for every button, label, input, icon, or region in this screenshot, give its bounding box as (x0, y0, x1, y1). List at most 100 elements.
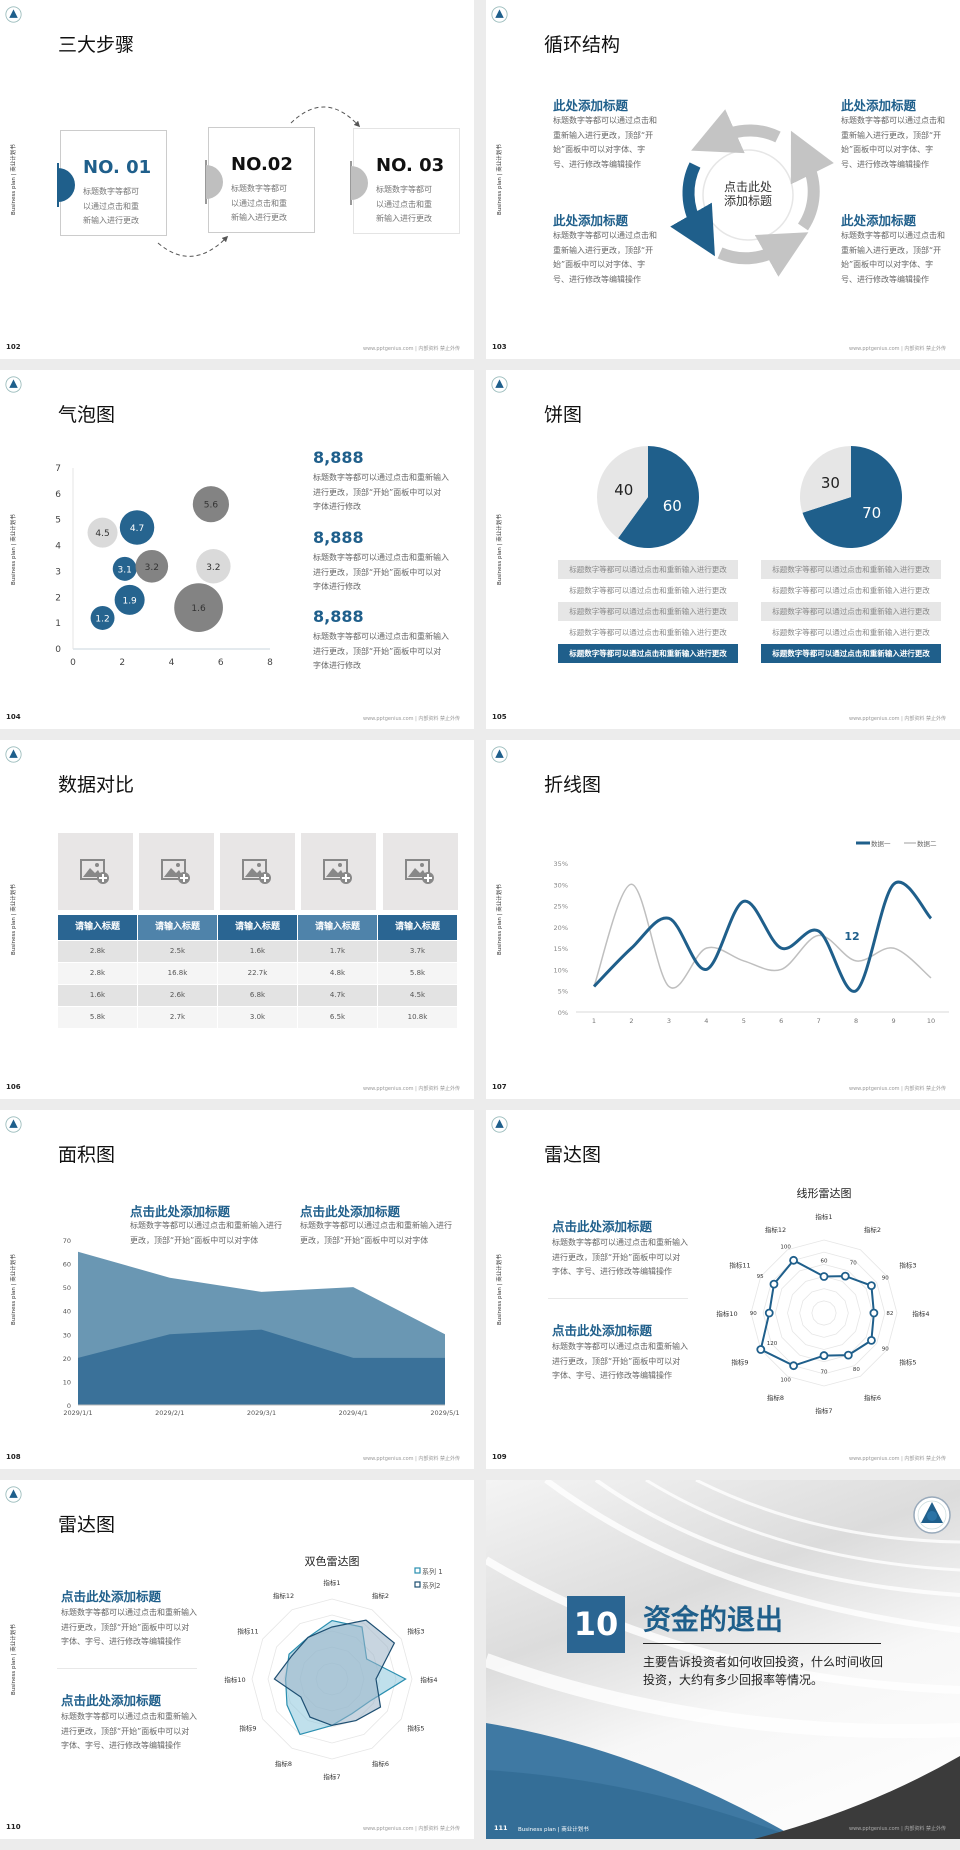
logo-icon (5, 376, 22, 393)
slide-102[interactable]: Business plan | 商业计划书 三大步骤 NO. 01 标题数字等都… (0, 0, 474, 359)
value-label: 70 (850, 1260, 857, 1266)
caption-row[interactable]: 标题数字等都可以通过点击和重新输入进行更改 (558, 560, 738, 579)
x-tick-label: 0 (70, 658, 76, 668)
y-tick-label: 30% (554, 881, 568, 889)
step-number: NO.02 (231, 154, 293, 175)
grid-ring (251, 1598, 413, 1760)
radar-point (769, 1279, 779, 1289)
cycle-arrow-left (670, 162, 715, 257)
bubble-label: 3.1 (118, 565, 132, 575)
block-text: 标题数字等都可以通过点击和重新输入 进行更改，顶部“开始”面板中可以对 字体、字… (552, 1238, 688, 1276)
divider (548, 1298, 688, 1299)
block-text: 标题数字等都可以通过点击和 重新输入进行更改，顶部“开 始”面板中可以对字体、字… (553, 231, 657, 284)
step-card-2[interactable]: NO.02 标题数字等都可 以通过点击和重 新输入进行更改 (208, 127, 315, 233)
grid-ring (787, 1276, 861, 1350)
stat-value: 8,888 (313, 528, 364, 547)
y-tick-label: 30 (63, 1331, 71, 1339)
step-card-3[interactable]: NO. 03 标题数字等都可 以通过点击和重 新输入进行更改 (353, 128, 460, 234)
pie-slice-label: 70 (862, 504, 881, 522)
table-cell: 4.8k (298, 963, 378, 984)
caption-row[interactable]: 标题数字等都可以通过点击和重新输入进行更改 (558, 602, 738, 621)
axis-label: 指标9 (239, 1724, 256, 1733)
bubble-label: 3.2 (206, 563, 220, 573)
caption-row[interactable]: 标题数字等都可以通过点击和重新输入进行更改 (761, 602, 941, 621)
pie-slice-label: 60 (663, 497, 682, 515)
image-placeholder[interactable] (139, 833, 214, 910)
footer-text: www.pptgenius.com | 内部资料 禁止外传 (848, 346, 946, 352)
image-placeholder[interactable] (301, 833, 376, 910)
slide-111-section-cover[interactable]: 10 资金的退出 主要告诉投资者如何收回投资，什么时间收回 投资，大约有多少回报… (486, 1480, 960, 1839)
table-cell: 6.8k (218, 985, 298, 1006)
caption-row[interactable]: 标题数字等都可以通过点击和重新输入进行更改 (772, 586, 930, 595)
axis-label: 指标7 (815, 1406, 832, 1415)
y-tick-label: 6 (55, 490, 61, 500)
slide-109[interactable]: Business plan | 商业计划书 雷达图 点击此处添加标题 标题数字等… (486, 1110, 960, 1469)
page-number: 103 (492, 343, 507, 351)
image-placeholder[interactable] (383, 833, 458, 910)
radar-point (789, 1361, 798, 1371)
caption-row[interactable]: 标题数字等都可以通过点击和重新输入进行更改 (761, 560, 941, 579)
step-number: NO. 01 (83, 157, 152, 178)
slide-105[interactable]: Business plan | 商业计划书 饼图 60 40 70 30 标题数字等都… (486, 370, 960, 729)
section-description: 主要告诉投资者如何收回投资，什么时间收回 投资，大约有多少回报率等情况。 (643, 1655, 884, 1687)
slide-107[interactable]: Business plan | 商业计划书 折线图 0% 5% 10% 15% 20% 2… (486, 740, 960, 1099)
legend-swatch (414, 1567, 421, 1574)
series-line-1 (592, 880, 933, 993)
table-cell: 3.7k (378, 941, 458, 962)
axis-label: 指标1 (323, 1578, 340, 1587)
title-underline (643, 1643, 881, 1644)
slide-110[interactable]: Business plan | 商业计划书 雷达图 点击此处添加标题 标题数字等… (0, 1480, 474, 1839)
page-title: 雷达图 (544, 1144, 602, 1166)
footer-text: www.pptgenius.com | 内部资料 禁止外传 (848, 716, 946, 722)
value-label: 60 (821, 1259, 828, 1265)
y-tick-label: 0 (55, 645, 61, 655)
caption-row[interactable]: 标题数字等都可以通过点击和重新输入进行更改 (772, 628, 930, 637)
x-tick-label: 3 (667, 1017, 671, 1025)
slide-103[interactable]: Business plan | 商业计划书 循环结构 点击此处 添加标题 此处添… (486, 0, 960, 359)
radar-series-2 (273, 1619, 396, 1727)
table-cell: 10.8k (378, 1007, 458, 1028)
data-annotation: 12 (844, 930, 859, 943)
step-number: NO. 03 (376, 155, 445, 176)
table-cell: 2.8k (58, 941, 138, 962)
grid-ring (811, 1300, 837, 1326)
radar-point (867, 1335, 876, 1345)
logo-icon (491, 1116, 508, 1133)
block-text: 标题数字等都可以通过点击和重新输入 进行更改，顶部“开始”面板中可以对 字体、字… (552, 1342, 688, 1380)
table-cell: 1.7k (298, 941, 378, 962)
step-marker-halfcircle (206, 165, 223, 199)
bubble (119, 510, 155, 545)
axis-label: 指标6 (372, 1759, 389, 1768)
center-title: 点击此处 添加标题 (723, 180, 772, 208)
caption-row[interactable]: 标题数字等都可以通过点击和重新输入进行更改 (569, 628, 727, 637)
table-header-cell: 请输入标题 (298, 915, 378, 940)
block-title: 点击此处添加标题 (61, 1693, 162, 1708)
block-title: 点击此处添加标题 (552, 1219, 653, 1234)
page-title: 雷达图 (58, 1514, 116, 1536)
y-tick-label: 5% (558, 988, 568, 996)
image-placeholder[interactable] (220, 833, 295, 910)
value-label: 90 (882, 1346, 889, 1352)
caption-row[interactable]: 标题数字等都可以通过点击和重新输入进行更改 (761, 644, 941, 663)
block-text: 标题数字等都可以通过点击和重新输入 进行更改，顶部“开始”面板中可以对 字体、字… (61, 1712, 197, 1750)
block-text: 标题数字等都可以通过点击和 重新输入进行更改，顶部“开 始”面板中可以对字体、字… (841, 116, 945, 169)
x-tick-label: 5 (742, 1017, 746, 1025)
cycle-arrow-right (790, 130, 834, 231)
page-number: 106 (6, 1083, 21, 1091)
step-marker-halfcircle (351, 166, 368, 200)
caption-row[interactable]: 标题数字等都可以通过点击和重新输入进行更改 (558, 644, 738, 663)
table-header-cell: 请输入标题 (58, 915, 138, 940)
slide-108[interactable]: Business plan | 商业计划书 面积图 0 10 20 30 40 50 60 7… (0, 1110, 474, 1469)
x-tick-label: 2029/5/1 (430, 1409, 459, 1417)
step-card-1[interactable]: NO. 01 标题数字等都可 以通过点击和重 新输入进行更改 (60, 130, 167, 236)
bubble-label: 1.2 (95, 614, 109, 624)
caption-row[interactable]: 标题数字等都可以通过点击和重新输入进行更改 (569, 586, 727, 595)
y-tick-label: 2 (55, 593, 61, 603)
slide-106[interactable]: Business plan | 商业计划书 数据对比 请输入标题 2.8k 2.8k… (0, 740, 474, 1099)
block-title: 点击此处添加标题 (300, 1204, 401, 1219)
table-cell: 4.5k (378, 985, 458, 1006)
grid-ring (774, 1263, 874, 1363)
y-tick-label: 20% (554, 924, 568, 932)
image-placeholder[interactable] (58, 833, 133, 910)
